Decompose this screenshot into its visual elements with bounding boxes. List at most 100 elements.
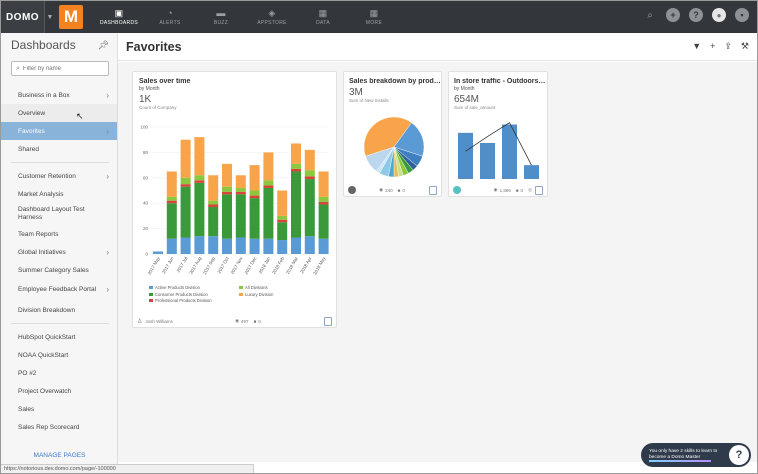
x-tick-label: 2018 Mar bbox=[285, 256, 299, 275]
sidebar-item[interactable]: Team Reports bbox=[1, 225, 117, 243]
comments-count: ■ 0 bbox=[397, 187, 405, 193]
sidebar-item[interactable]: Dashboard Layout Test Harness bbox=[1, 203, 117, 225]
bar-segment bbox=[291, 171, 301, 238]
owner-avatar bbox=[348, 186, 356, 194]
card-title[interactable]: In store traffic - Outdoors… bbox=[454, 78, 546, 85]
card-sales-over-time[interactable]: Sales over time by Month 1K Count of Com… bbox=[132, 71, 337, 328]
sidebar-item[interactable]: Business in a Box › bbox=[1, 86, 117, 104]
page-header: Favorites ▼ + ⇪ ⚒ bbox=[118, 33, 757, 61]
copy-icon[interactable] bbox=[324, 316, 332, 326]
sidebar-item[interactable]: Shared bbox=[1, 140, 117, 158]
bar-segment bbox=[235, 187, 246, 192]
card-in-store-traffic[interactable]: In store traffic - Outdoors… by Month 65… bbox=[448, 71, 548, 197]
sidebar-title: Dashboards bbox=[11, 38, 76, 52]
sidebar-list: Business in a Box › Overview Favorites › Shar… bbox=[1, 86, 117, 436]
bar-segment bbox=[194, 236, 205, 254]
help-text: You only have 2 skills to learn to becom… bbox=[649, 449, 718, 460]
bar-segment bbox=[194, 137, 205, 176]
share-icon[interactable]: ⇪ bbox=[724, 41, 732, 51]
nav-dashboards[interactable]: ▣ DASHBOARDS bbox=[99, 8, 138, 26]
add-card-icon[interactable]: + bbox=[710, 41, 716, 51]
sidebar-item[interactable]: Favorites › bbox=[1, 122, 117, 140]
chevron-right-icon[interactable]: › bbox=[106, 247, 109, 257]
bar-segment bbox=[277, 215, 288, 220]
bar-segment bbox=[208, 175, 219, 201]
sidebar-item[interactable]: Sales Rep Scorecard bbox=[1, 418, 117, 436]
bar-segment bbox=[208, 200, 219, 205]
x-tick-label: 2017 Dec bbox=[244, 255, 258, 275]
sidebar-divider bbox=[11, 323, 109, 324]
pin-icon[interactable]: 📌︎ bbox=[97, 39, 109, 50]
nav-more[interactable]: ▦ MORE bbox=[365, 8, 383, 26]
nav-buzz[interactable]: ▬ BUZZ bbox=[213, 8, 229, 26]
manage-pages-link[interactable]: MANAGE PAGES bbox=[33, 452, 86, 459]
sidebar-item-label: NOAA QuickStart bbox=[18, 351, 69, 359]
bar bbox=[458, 132, 473, 179]
bar-segment bbox=[291, 237, 301, 254]
sidebar-item-label: Favorites bbox=[18, 127, 45, 135]
sidebar-item[interactable]: Sales bbox=[1, 400, 117, 418]
chevron-right-icon[interactable]: › bbox=[106, 90, 109, 100]
card-title[interactable]: Sales over time bbox=[139, 78, 191, 85]
filter-field[interactable]: ⌕ bbox=[11, 61, 109, 76]
comment-icon: ■ bbox=[253, 318, 257, 324]
search-icon[interactable]: ⌕ bbox=[647, 9, 653, 21]
brand-logo[interactable]: M bbox=[59, 5, 83, 29]
legend-item: All Divisions bbox=[239, 285, 329, 290]
filter-input[interactable] bbox=[22, 65, 103, 72]
card-summary-value: 3M bbox=[349, 87, 363, 98]
question-icon[interactable]: ? bbox=[729, 445, 749, 465]
sidebar-item[interactable]: Employee Feedback Portal › bbox=[1, 279, 117, 301]
help-widget[interactable]: You only have 2 skills to learn to becom… bbox=[641, 443, 751, 467]
chevron-right-icon[interactable]: › bbox=[106, 284, 109, 294]
chevron-right-icon[interactable]: › bbox=[106, 171, 109, 181]
bar-segment bbox=[222, 194, 232, 239]
sidebar-item[interactable]: Project Overwatch bbox=[1, 382, 117, 400]
x-tick-label: 2018 Jan bbox=[258, 256, 272, 275]
x-tick-label: 2017 Jul bbox=[176, 256, 189, 273]
filter-icon[interactable]: ▼ bbox=[692, 41, 702, 51]
dashboard-canvas: Sales over time by Month 1K Count of Com… bbox=[118, 62, 757, 462]
sidebar-item[interactable]: Customer Retention › bbox=[1, 167, 117, 185]
sidebar-item[interactable]: NOAA QuickStart bbox=[1, 346, 117, 364]
eye-icon: ◉ bbox=[493, 187, 498, 192]
sidebar-item[interactable]: PO #2 bbox=[1, 364, 117, 382]
add-icon[interactable]: + bbox=[666, 8, 680, 22]
sidebar-item-label: Team Reports bbox=[18, 230, 59, 238]
x-tick-label: 2018 May bbox=[312, 255, 327, 275]
x-tick-label: 2017 May bbox=[147, 255, 162, 275]
bar-segment bbox=[194, 182, 205, 237]
sidebar-item[interactable]: Division Breakdown bbox=[1, 301, 117, 319]
nav-data[interactable]: ▦ DATA bbox=[316, 8, 330, 26]
sidebar-item[interactable]: HubSpot QuickStart bbox=[1, 328, 117, 346]
eye-icon: ◉ bbox=[379, 187, 384, 192]
card-footer: ◉ 240 ■ 0 bbox=[344, 184, 441, 196]
chevron-right-icon[interactable]: › bbox=[106, 126, 109, 136]
nav-alerts[interactable]: ◔ ALERTS bbox=[159, 8, 181, 26]
chat-icon[interactable]: ▪ bbox=[735, 8, 749, 22]
y-tick-label: 0 bbox=[145, 252, 148, 257]
wrench-icon[interactable]: ⚒ bbox=[740, 41, 749, 51]
bar-segment bbox=[180, 237, 191, 254]
card-title[interactable]: Sales breakdown by prod… bbox=[349, 78, 441, 85]
sidebar-item-label: Dashboard Layout Test Harness bbox=[18, 205, 85, 222]
help-icon[interactable]: ? bbox=[689, 8, 703, 22]
bar-segment bbox=[166, 203, 177, 239]
sidebar-item[interactable]: Global Initiatives › bbox=[1, 243, 117, 261]
sidebar-item[interactable]: Market Analysis bbox=[1, 185, 117, 203]
x-tick-label: 2017 Jun bbox=[161, 256, 175, 275]
sidebar-item[interactable]: Summer Category Sales bbox=[1, 261, 117, 279]
bell-icon: ◔ bbox=[167, 8, 173, 18]
bar-segment bbox=[291, 163, 301, 169]
sidebar-item-label: Sales bbox=[18, 405, 35, 413]
sidebar-item[interactable]: Overview bbox=[1, 104, 117, 122]
chevron-down-icon[interactable]: ▼ bbox=[46, 13, 54, 21]
card-sales-breakdown[interactable]: Sales breakdown by prod… 3M Sum of New I… bbox=[343, 71, 442, 197]
avatar[interactable]: ● bbox=[712, 8, 726, 22]
copy-icon[interactable] bbox=[429, 185, 437, 195]
copy-icon[interactable] bbox=[535, 185, 543, 195]
domo-logo[interactable]: DOMO bbox=[1, 1, 45, 33]
nav-appstore[interactable]: ◈ APPSTORE bbox=[257, 8, 287, 26]
